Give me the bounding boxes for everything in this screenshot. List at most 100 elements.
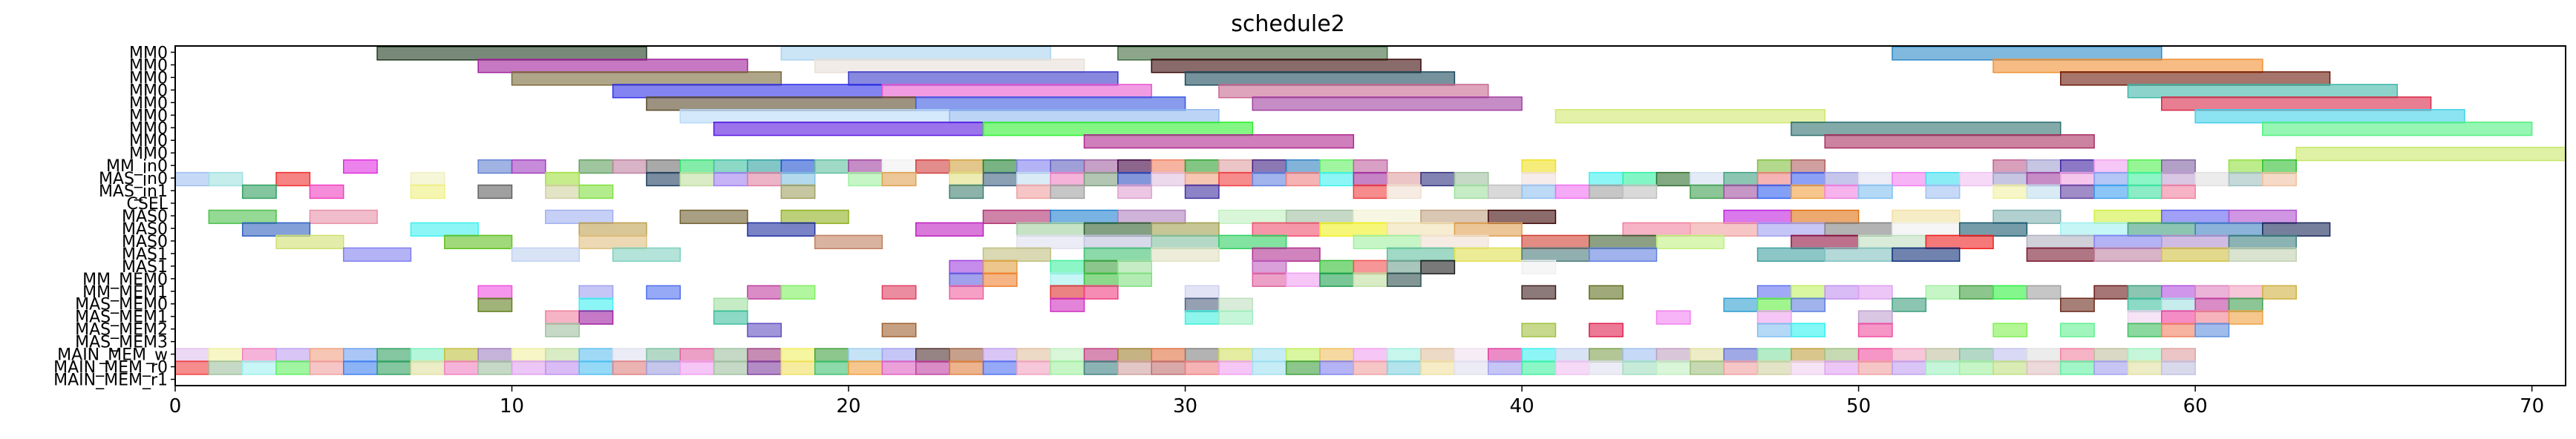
task-cell	[2026, 159, 2062, 174]
task-cell	[2026, 348, 2062, 363]
task-cell	[1050, 159, 1085, 174]
task-cell	[1050, 184, 1085, 199]
task-cell	[949, 272, 984, 287]
task-cell	[1487, 184, 1523, 199]
task-cell	[1454, 184, 1489, 199]
task-cell	[1151, 171, 1186, 187]
task-cell	[511, 159, 546, 174]
task-bar	[309, 209, 378, 225]
task-bar	[848, 71, 1119, 86]
task-bar	[410, 222, 479, 237]
task-cell	[578, 285, 614, 300]
task-bar	[1555, 109, 1826, 124]
task-bar	[1386, 222, 1456, 237]
task-bar	[780, 209, 849, 225]
task-bar	[545, 209, 614, 225]
task-bar	[2059, 222, 2129, 237]
task-cell	[2228, 285, 2263, 300]
task-cell	[1420, 171, 1456, 187]
x-tick-label: 10	[500, 395, 524, 417]
task-bar	[1925, 234, 1994, 250]
task-cell	[646, 360, 681, 375]
task-cell	[1285, 348, 1321, 363]
task-bar	[1892, 247, 1961, 262]
task-cell	[1218, 348, 1254, 363]
task-cell	[208, 171, 243, 187]
y-tick-label: MM0	[129, 119, 168, 138]
task-cell	[1555, 360, 1590, 375]
task-cell	[2059, 171, 2095, 187]
task-cell	[780, 348, 816, 363]
task-cell	[1285, 171, 1321, 187]
task-cell	[2161, 285, 2196, 300]
task-bar	[1083, 222, 1152, 237]
task-cell	[1857, 171, 1893, 187]
task-cell	[2127, 297, 2163, 312]
x-tick-label: 50	[1846, 395, 1871, 417]
task-bar	[1824, 133, 2095, 149]
task-cell	[1589, 348, 1624, 363]
task-cell	[2059, 184, 2095, 199]
task-cell	[1958, 171, 1994, 187]
task-bar	[511, 247, 580, 262]
task-cell	[1252, 260, 1287, 274]
task-cell	[1756, 159, 1792, 174]
task-cell	[1756, 310, 1792, 325]
task-cell	[713, 159, 748, 174]
task-cell	[1622, 171, 1658, 187]
task-cell	[713, 360, 748, 375]
task-bar	[949, 109, 1220, 124]
task-bar	[2093, 234, 2163, 250]
task-bar	[1589, 247, 1658, 262]
task-cell	[1925, 184, 1961, 199]
task-cell	[1386, 260, 1422, 274]
task-bar	[1083, 133, 1355, 149]
chart-title: schedule2	[1231, 11, 1345, 37]
task-cell	[1319, 171, 1355, 187]
task-cell	[343, 159, 378, 174]
task-cell	[2194, 171, 2230, 187]
task-cell	[1353, 171, 1388, 187]
task-cell	[1690, 184, 1725, 199]
task-bar	[2262, 222, 2331, 237]
y-tick-label: MAS_MEM1	[75, 308, 168, 327]
task-bar	[1083, 234, 1152, 250]
task-bar	[747, 222, 816, 237]
task-cell	[2161, 360, 2196, 375]
task-cell	[1386, 348, 1422, 363]
task-cell	[1083, 260, 1119, 274]
task-cell	[1083, 360, 1119, 375]
task-cell	[1184, 159, 1220, 174]
task-cell	[1252, 171, 1287, 187]
task-bar	[780, 46, 1051, 61]
task-cell	[477, 159, 513, 174]
task-cell	[1487, 360, 1523, 375]
task-cell	[309, 184, 344, 199]
y-axis-labels: MM0MM0MM0MM0MM0MM0MM0MM0MM0MM_in0MAS_in0…	[53, 44, 175, 390]
task-cell	[477, 184, 513, 199]
y-tick-label: MAS0	[122, 220, 168, 239]
task-cell	[1420, 260, 1456, 274]
task-cell	[1016, 171, 1051, 187]
task-bar	[444, 234, 513, 250]
task-bar	[1353, 209, 1422, 225]
task-cell	[545, 348, 580, 363]
task-bar	[1117, 209, 1186, 225]
task-cell	[1083, 348, 1119, 363]
task-cell	[1791, 323, 1826, 337]
task-cell	[1083, 285, 1119, 300]
y-tick-label: MAIN_MEM_r0	[53, 359, 168, 377]
task-bars	[174, 46, 2566, 375]
task-cell	[949, 348, 984, 363]
task-cell	[1622, 184, 1658, 199]
task-cell	[174, 360, 210, 375]
task-cell	[1521, 171, 1557, 187]
task-cell	[2161, 297, 2196, 312]
task-bar	[982, 209, 1051, 225]
task-cell	[1050, 348, 1085, 363]
task-cell	[578, 360, 614, 375]
task-cell	[1151, 159, 1186, 174]
task-cell	[1892, 297, 1927, 312]
task-cell	[1521, 184, 1557, 199]
task-bar	[2059, 71, 2331, 86]
